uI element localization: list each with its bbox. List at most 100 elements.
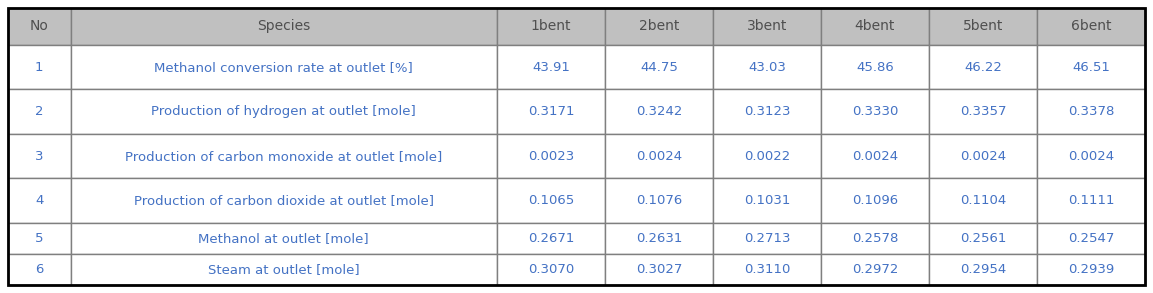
Bar	[497, 254, 605, 285]
Bar	[929, 254, 1037, 285]
Bar	[821, 223, 929, 254]
Text: 0.2939: 0.2939	[1068, 263, 1114, 276]
Text: 44.75: 44.75	[640, 61, 678, 74]
Text: No: No	[30, 19, 48, 33]
Text: 4bent: 4bent	[854, 19, 895, 33]
Text: Production of hydrogen at outlet [mole]: Production of hydrogen at outlet [mole]	[151, 105, 416, 118]
Text: Species: Species	[257, 19, 310, 33]
Bar	[70, 134, 497, 178]
Bar	[929, 8, 1037, 45]
Bar	[1037, 223, 1145, 254]
Text: 0.0022: 0.0022	[744, 150, 790, 163]
Text: 0.3378: 0.3378	[1068, 105, 1114, 118]
Text: 0.0024: 0.0024	[852, 150, 898, 163]
Text: Production of carbon dioxide at outlet [mole]: Production of carbon dioxide at outlet […	[134, 194, 434, 207]
Text: 4: 4	[35, 194, 44, 207]
Text: Methanol at outlet [mole]: Methanol at outlet [mole]	[198, 232, 369, 245]
Text: Methanol conversion rate at outlet [%]: Methanol conversion rate at outlet [%]	[155, 61, 413, 74]
Bar	[1037, 254, 1145, 285]
Text: 0.3123: 0.3123	[744, 105, 790, 118]
Text: 0.0024: 0.0024	[960, 150, 1007, 163]
Bar	[713, 134, 821, 178]
Text: 0.2713: 0.2713	[744, 232, 790, 245]
Text: 0.2972: 0.2972	[852, 263, 898, 276]
Bar	[1037, 134, 1145, 178]
Bar	[713, 89, 821, 134]
Bar	[605, 178, 713, 223]
Bar	[605, 8, 713, 45]
Text: 3: 3	[35, 150, 44, 163]
Bar	[605, 254, 713, 285]
Bar	[605, 134, 713, 178]
Bar	[929, 178, 1037, 223]
Text: 0.3110: 0.3110	[744, 263, 790, 276]
Text: 5: 5	[35, 232, 44, 245]
Text: 0.3242: 0.3242	[635, 105, 683, 118]
Bar	[929, 134, 1037, 178]
Bar	[8, 178, 70, 223]
Text: 0.2578: 0.2578	[852, 232, 898, 245]
Bar	[70, 254, 497, 285]
Bar	[497, 45, 605, 89]
Bar	[497, 223, 605, 254]
Bar	[8, 223, 70, 254]
Bar	[497, 8, 605, 45]
Text: 0.1076: 0.1076	[635, 194, 683, 207]
Bar	[929, 89, 1037, 134]
Bar	[713, 254, 821, 285]
Bar	[821, 254, 929, 285]
Text: 0.1104: 0.1104	[959, 194, 1007, 207]
Text: Steam at outlet [mole]: Steam at outlet [mole]	[208, 263, 360, 276]
Text: Production of carbon monoxide at outlet [mole]: Production of carbon monoxide at outlet …	[125, 150, 443, 163]
Text: 43.03: 43.03	[748, 61, 786, 74]
Bar	[713, 223, 821, 254]
Bar	[929, 223, 1037, 254]
Text: 0.2671: 0.2671	[528, 232, 574, 245]
Text: 43.91: 43.91	[532, 61, 570, 74]
Text: 0.3357: 0.3357	[959, 105, 1007, 118]
Bar	[70, 45, 497, 89]
Bar	[821, 89, 929, 134]
Text: 0.3027: 0.3027	[635, 263, 683, 276]
Text: 0.3330: 0.3330	[852, 105, 898, 118]
Text: 45.86: 45.86	[856, 61, 894, 74]
Bar	[1037, 45, 1145, 89]
Text: 1: 1	[35, 61, 44, 74]
Bar	[605, 45, 713, 89]
Text: 0.0023: 0.0023	[528, 150, 574, 163]
Text: 2: 2	[35, 105, 44, 118]
Bar	[8, 134, 70, 178]
Bar	[8, 8, 70, 45]
Text: 0.2547: 0.2547	[1068, 232, 1114, 245]
Text: 0.2631: 0.2631	[635, 232, 683, 245]
Text: 2bent: 2bent	[639, 19, 679, 33]
Text: 6bent: 6bent	[1071, 19, 1111, 33]
Bar	[8, 89, 70, 134]
Bar	[821, 8, 929, 45]
Text: 0.1065: 0.1065	[528, 194, 574, 207]
Text: 46.22: 46.22	[964, 61, 1002, 74]
Bar	[70, 8, 497, 45]
Text: 5bent: 5bent	[963, 19, 1003, 33]
Text: 0.3070: 0.3070	[528, 263, 574, 276]
Bar	[605, 223, 713, 254]
Text: 0.0024: 0.0024	[1068, 150, 1114, 163]
Bar	[70, 178, 497, 223]
Bar	[713, 45, 821, 89]
Bar	[605, 89, 713, 134]
Text: 0.2954: 0.2954	[959, 263, 1007, 276]
Bar	[713, 8, 821, 45]
Bar	[497, 89, 605, 134]
Bar	[1037, 8, 1145, 45]
Bar	[821, 134, 929, 178]
Bar	[8, 45, 70, 89]
Bar	[1037, 178, 1145, 223]
Bar	[497, 134, 605, 178]
Bar	[70, 223, 497, 254]
Text: 3bent: 3bent	[747, 19, 787, 33]
Bar	[497, 178, 605, 223]
Bar	[8, 254, 70, 285]
Text: 0.1031: 0.1031	[744, 194, 790, 207]
Bar	[713, 178, 821, 223]
Bar	[1037, 89, 1145, 134]
